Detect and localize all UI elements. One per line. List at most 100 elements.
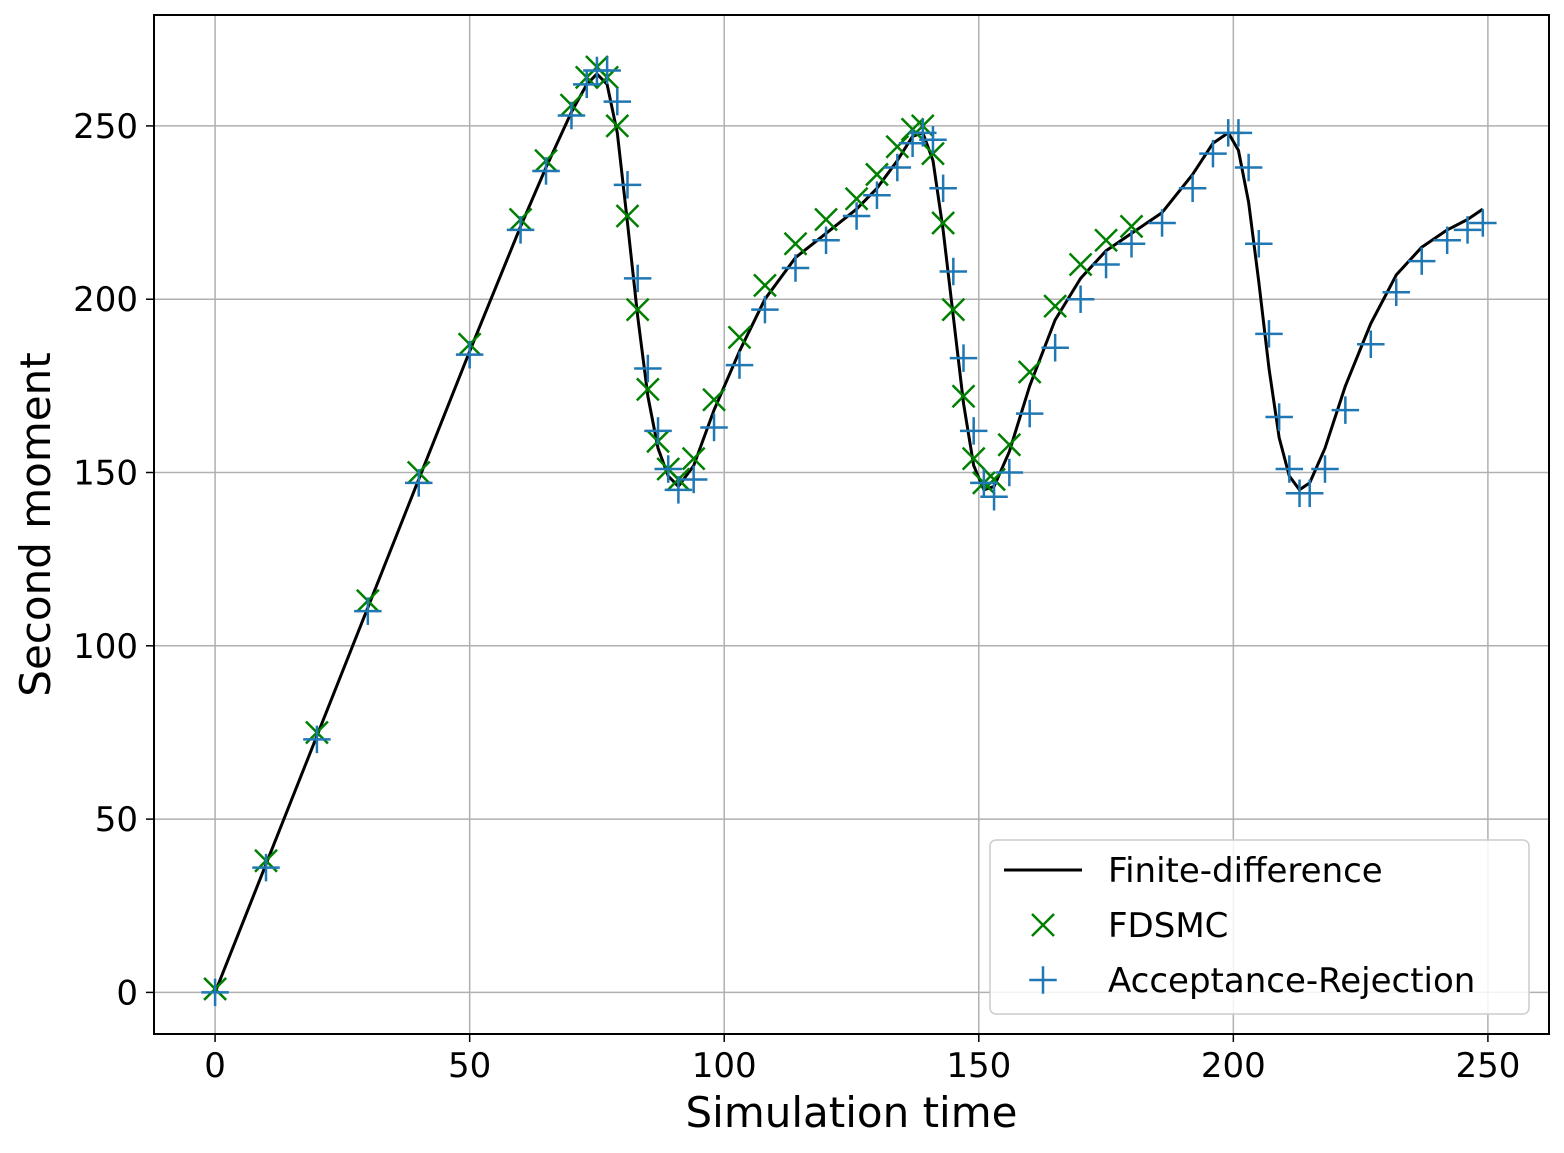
x-tick-label: 0 bbox=[204, 1046, 226, 1086]
acceptance-rejection-marker bbox=[1311, 455, 1339, 483]
acceptance-rejection-marker bbox=[664, 476, 693, 504]
acceptance-rejection-marker bbox=[1433, 226, 1461, 255]
x-axis-label: Simulation time bbox=[686, 1088, 1018, 1137]
fdsmc-marker bbox=[1068, 252, 1093, 277]
acceptance-rejection-marker bbox=[1041, 333, 1069, 362]
fdsmc-marker bbox=[1094, 228, 1118, 253]
acceptance-rejection-marker bbox=[201, 978, 229, 1007]
fdsmc-marker bbox=[727, 325, 752, 350]
acceptance-rejection-marker bbox=[1382, 278, 1411, 307]
acceptance-rejection-marker bbox=[1224, 119, 1253, 147]
acceptance-rejection-marker bbox=[919, 126, 947, 154]
legend-entry-label: FDSMC bbox=[1108, 906, 1228, 946]
acceptance-rejection-marker bbox=[1265, 403, 1293, 431]
x-tick-label: 50 bbox=[448, 1046, 491, 1086]
acceptance-rejection-marker bbox=[1469, 209, 1497, 237]
fdsmc-marker bbox=[681, 446, 706, 471]
acceptance-rejection-marker bbox=[1148, 209, 1176, 237]
fdsmc-marker bbox=[783, 231, 808, 256]
x-tick-label: 250 bbox=[1455, 1046, 1520, 1086]
acceptance-rejection-marker bbox=[842, 202, 871, 230]
fdsmc-marker bbox=[961, 446, 986, 471]
acceptance-rejection-marker bbox=[532, 157, 560, 185]
x-tick-label: 200 bbox=[1201, 1046, 1266, 1086]
fdsmc-marker bbox=[1043, 294, 1068, 319]
fdsmc-marker bbox=[885, 134, 910, 159]
acceptance-rejection-marker bbox=[1199, 139, 1227, 168]
y-tick-label: 0 bbox=[116, 973, 138, 1013]
legend-box bbox=[989, 839, 1530, 1015]
acceptance-rejection-marker bbox=[1178, 174, 1207, 203]
acceptance-rejection-marker bbox=[1092, 250, 1120, 279]
acceptance-rejection-marker bbox=[1234, 153, 1263, 182]
series-line-finite-difference bbox=[213, 72, 1484, 993]
legend-marker-swatch bbox=[1029, 966, 1057, 994]
x-tick-label: 100 bbox=[692, 1046, 757, 1086]
fdsmc-marker bbox=[753, 273, 777, 298]
acceptance-rejection-marker bbox=[949, 344, 978, 372]
fdsmc-marker bbox=[951, 384, 976, 409]
acceptance-rejection-marker bbox=[1015, 399, 1044, 428]
acceptance-rejection-marker bbox=[812, 226, 840, 255]
fdsmc-marker bbox=[1017, 360, 1042, 384]
acceptance-rejection-marker bbox=[613, 171, 642, 199]
legend-entry-label: Finite-difference bbox=[1108, 851, 1383, 891]
acceptance-rejection-marker bbox=[725, 351, 754, 379]
acceptance-rejection-marker bbox=[404, 469, 433, 497]
acceptance-rejection-marker bbox=[980, 483, 1008, 511]
y-tick-label: 150 bbox=[73, 454, 138, 494]
fdsmc-marker bbox=[605, 114, 630, 138]
fdsmc-marker bbox=[615, 204, 640, 228]
acceptance-rejection-marker bbox=[751, 295, 779, 324]
acceptance-rejection-marker bbox=[959, 417, 988, 445]
fdsmc-marker bbox=[1119, 214, 1144, 239]
axes-frame bbox=[153, 14, 1550, 1035]
acceptance-rejection-marker bbox=[623, 264, 652, 293]
acceptance-rejection-marker bbox=[455, 340, 484, 369]
y-tick-label: 100 bbox=[73, 627, 138, 667]
acceptance-rejection-marker bbox=[863, 181, 891, 209]
acceptance-rejection-marker bbox=[970, 469, 998, 497]
acceptance-rejection-marker bbox=[252, 853, 280, 882]
fdsmc-marker bbox=[921, 141, 945, 166]
y-axis-label: Second moment bbox=[11, 352, 60, 696]
acceptance-rejection-marker bbox=[1453, 216, 1482, 244]
acceptance-rejection-marker bbox=[1066, 285, 1095, 313]
y-tick-label: 200 bbox=[73, 280, 138, 320]
legend-entry-label: Acceptance-Rejection bbox=[1108, 961, 1475, 1001]
acceptance-rejection-marker bbox=[573, 70, 601, 99]
acceptance-rejection-marker bbox=[1407, 247, 1436, 275]
fdsmc-marker bbox=[635, 377, 660, 402]
acceptance-rejection-marker bbox=[1117, 230, 1146, 258]
fdsmc-marker bbox=[844, 186, 869, 211]
fdsmc-marker bbox=[702, 387, 726, 412]
acceptance-rejection-marker bbox=[557, 101, 586, 130]
acceptance-rejection-marker bbox=[506, 216, 535, 244]
acceptance-rejection-marker bbox=[929, 174, 957, 203]
acceptance-rejection-marker bbox=[654, 455, 682, 483]
fdsmc-marker bbox=[814, 207, 838, 232]
acceptance-rejection-marker bbox=[1357, 330, 1385, 359]
acceptance-rejection-marker bbox=[1255, 320, 1283, 348]
acceptance-rejection-marker bbox=[1245, 230, 1273, 258]
ticks: 0 50 100 150 200 250 0 50 100 150 200 250 bbox=[73, 107, 1520, 1086]
acceptance-rejection-marker bbox=[883, 153, 912, 182]
legend-marker-swatch bbox=[1031, 913, 1055, 937]
fdsmc-marker bbox=[997, 432, 1022, 457]
acceptance-rejection-marker bbox=[603, 87, 632, 116]
acceptance-rejection-marker bbox=[593, 56, 621, 85]
acceptance-rejection-marker bbox=[354, 597, 382, 625]
acceptance-rejection-marker bbox=[679, 465, 708, 494]
acceptance-rejection-marker bbox=[1295, 479, 1324, 508]
y-tick-label: 250 bbox=[73, 107, 138, 147]
acceptance-rejection-marker bbox=[634, 354, 662, 383]
acceptance-rejection-marker bbox=[995, 458, 1024, 487]
acceptance-rejection-marker bbox=[1331, 396, 1360, 424]
acceptance-rejection-marker bbox=[700, 413, 728, 442]
acceptance-rejection-marker bbox=[1275, 455, 1304, 483]
fdsmc-marker bbox=[625, 297, 650, 322]
x-tick-label: 150 bbox=[946, 1046, 1011, 1086]
acceptance-rejection-marker bbox=[781, 254, 810, 282]
acceptance-rejection-marker bbox=[303, 725, 331, 754]
